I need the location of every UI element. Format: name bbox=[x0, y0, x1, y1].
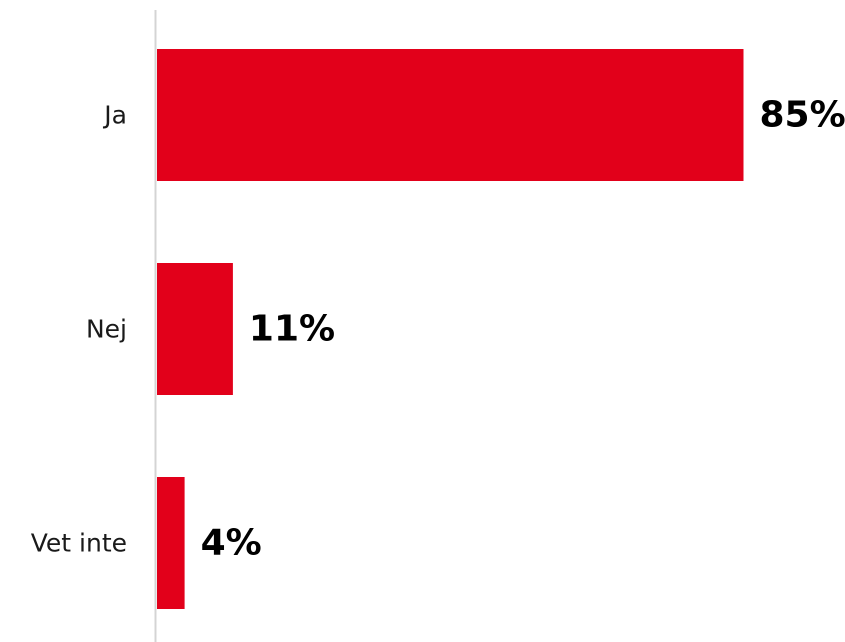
bar-1 bbox=[157, 263, 233, 395]
value-label-2: 4% bbox=[201, 523, 262, 564]
bars-group bbox=[157, 49, 744, 609]
bar-0 bbox=[157, 49, 744, 181]
category-label-2: Vet inte bbox=[31, 529, 127, 558]
category-label-0: Ja bbox=[102, 101, 127, 130]
category-labels-group: Ja Nej Vet inte bbox=[31, 101, 127, 558]
value-labels-group: 85% 11% 4% bbox=[201, 95, 845, 564]
category-label-1: Nej bbox=[86, 315, 127, 344]
bar-2 bbox=[157, 477, 185, 609]
value-label-1: 11% bbox=[249, 309, 335, 350]
value-label-0: 85% bbox=[760, 95, 845, 136]
